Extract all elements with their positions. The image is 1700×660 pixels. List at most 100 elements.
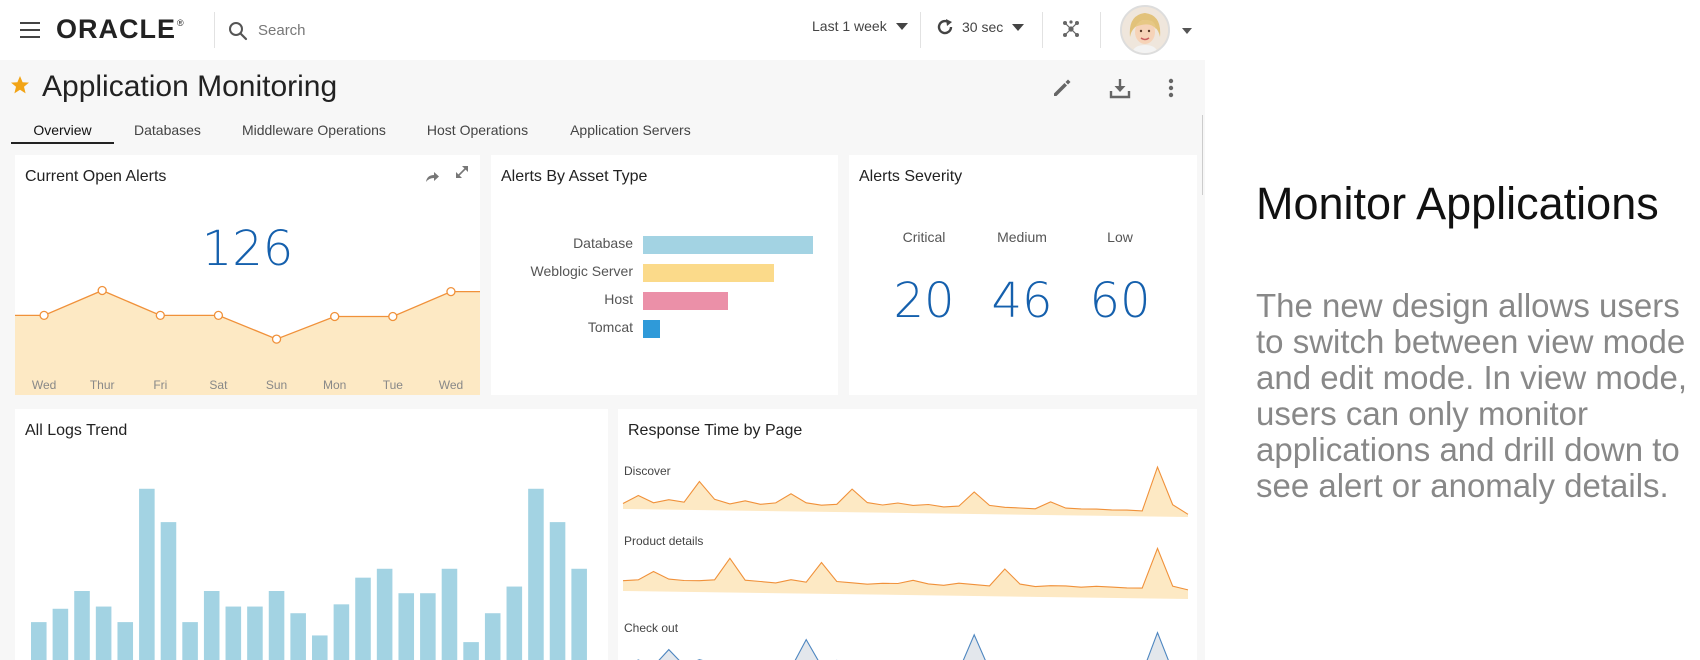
log-bar bbox=[333, 604, 350, 660]
log-bar bbox=[355, 577, 371, 660]
severity-label-medium: Medium bbox=[997, 229, 1047, 245]
expand-icon[interactable] bbox=[453, 163, 471, 181]
card-current-open-alerts[interactable]: Current Open Alerts 126 Wed Thur Fri Sat Sun… bbox=[15, 155, 480, 395]
search-icon bbox=[229, 22, 248, 41]
share-icon[interactable] bbox=[423, 168, 441, 186]
series-label-product-details: Product details bbox=[624, 534, 704, 548]
side-title: Monitor Applications bbox=[1256, 178, 1659, 229]
severity-value-critical: 20 bbox=[893, 273, 955, 329]
divider bbox=[920, 12, 921, 48]
dashboard-panel: ORACLE® Last 1 week 30 sec bbox=[0, 0, 1205, 660]
severity-label-low: Low bbox=[1107, 229, 1133, 245]
data-point bbox=[388, 311, 398, 322]
tab-host-operations[interactable]: Host Operations bbox=[426, 122, 529, 138]
chevron-down-icon bbox=[1012, 23, 1025, 31]
network-icon[interactable] bbox=[1061, 19, 1081, 39]
x-tick-label: Tue bbox=[383, 378, 404, 392]
card-response-time-by-page[interactable]: Response Time by Page Discover Product d… bbox=[618, 409, 1197, 660]
data-point bbox=[97, 285, 107, 296]
series-area bbox=[638, 632, 1169, 660]
log-bar bbox=[139, 488, 155, 660]
data-point bbox=[330, 311, 340, 322]
series-line bbox=[622, 465, 1189, 515]
tab-overview[interactable]: Overview bbox=[11, 118, 114, 144]
log-bar bbox=[117, 622, 134, 660]
refresh-interval-label: 30 sec bbox=[962, 19, 1004, 35]
area-fill bbox=[15, 290, 480, 395]
log-bar bbox=[290, 613, 306, 660]
log-bar bbox=[484, 613, 501, 660]
download-icon[interactable] bbox=[1108, 76, 1132, 100]
severity-value-medium: 46 bbox=[991, 273, 1053, 329]
open-alerts-chart: Wed Thur Fri Sat Sun Mon Tue Wed bbox=[15, 285, 480, 395]
log-bar bbox=[247, 606, 263, 660]
x-tick-label: Sat bbox=[209, 378, 228, 392]
card-all-logs-trend[interactable]: All Logs Trend bbox=[15, 409, 608, 660]
log-bar bbox=[52, 608, 69, 660]
divider bbox=[1042, 12, 1043, 48]
asset-label: Database bbox=[573, 235, 633, 251]
series-area bbox=[623, 467, 1188, 517]
scrollbar[interactable] bbox=[1202, 115, 1203, 195]
data-point bbox=[39, 310, 49, 321]
data-point bbox=[446, 286, 456, 297]
series-line bbox=[15, 289, 480, 340]
series-label-discover: Discover bbox=[624, 464, 671, 478]
log-bar bbox=[225, 606, 242, 660]
log-bar bbox=[571, 568, 587, 660]
tab-bar: Overview Databases Middleware Operations… bbox=[11, 118, 691, 144]
log-bar bbox=[549, 522, 566, 660]
asset-label: Weblogic Server bbox=[530, 263, 633, 279]
card-alerts-severity[interactable]: Alerts Severity Critical Medium Low 20 4… bbox=[849, 155, 1197, 395]
search-input[interactable] bbox=[258, 18, 558, 42]
chevron-down-icon[interactable] bbox=[1182, 28, 1192, 34]
series-area bbox=[623, 548, 1188, 599]
edit-icon[interactable] bbox=[1050, 76, 1074, 100]
log-bar bbox=[74, 591, 90, 660]
log-bar bbox=[506, 586, 523, 660]
time-range-label: Last 1 week bbox=[812, 18, 887, 34]
card-title: Alerts By Asset Type bbox=[501, 168, 648, 185]
refresh-interval-select[interactable]: 30 sec bbox=[936, 18, 1025, 36]
tab-application-servers[interactable]: Application Servers bbox=[570, 122, 691, 138]
x-tick-label: Wed bbox=[32, 378, 56, 392]
x-tick-label: Sun bbox=[266, 378, 287, 392]
asset-bar[interactable] bbox=[643, 320, 660, 338]
log-bar bbox=[95, 606, 112, 660]
divider bbox=[1100, 12, 1101, 48]
log-bar bbox=[312, 635, 328, 660]
oracle-logo[interactable]: ORACLE® bbox=[56, 14, 185, 44]
tab-middleware-operations[interactable]: Middleware Operations bbox=[241, 122, 386, 138]
log-bar bbox=[31, 622, 47, 660]
time-range-select[interactable]: Last 1 week bbox=[812, 18, 908, 34]
card-title: All Logs Trend bbox=[25, 422, 128, 439]
log-bar bbox=[441, 568, 458, 660]
series-line bbox=[622, 546, 1189, 591]
card-title: Alerts Severity bbox=[859, 168, 963, 185]
series-label-check-out: Check out bbox=[624, 621, 679, 635]
x-tick-label: Mon bbox=[323, 378, 346, 392]
side-description: The new design allows users to switch be… bbox=[1256, 287, 1688, 504]
menu-icon[interactable] bbox=[20, 22, 40, 38]
card-alerts-by-asset-type[interactable]: Alerts By Asset Type Database Weblogic Se… bbox=[491, 155, 838, 395]
log-bar bbox=[398, 593, 415, 660]
asset-bar[interactable] bbox=[643, 264, 774, 282]
series-line bbox=[636, 631, 1169, 660]
asset-bar[interactable] bbox=[643, 236, 813, 254]
more-icon[interactable] bbox=[1159, 76, 1183, 100]
tab-databases[interactable]: Databases bbox=[134, 122, 201, 138]
log-bar bbox=[463, 642, 479, 660]
refresh-icon bbox=[937, 19, 953, 35]
log-bar bbox=[160, 522, 177, 660]
card-title: Current Open Alerts bbox=[25, 168, 167, 185]
asset-bar[interactable] bbox=[643, 292, 728, 310]
avatar[interactable] bbox=[1120, 5, 1170, 55]
log-bar bbox=[268, 591, 285, 660]
star-icon[interactable] bbox=[10, 75, 30, 95]
chevron-down-icon bbox=[895, 22, 908, 30]
top-bar: ORACLE® Last 1 week 30 sec bbox=[0, 0, 1205, 60]
user-photo bbox=[1122, 7, 1168, 53]
data-point bbox=[213, 310, 224, 321]
card-title: Response Time by Page bbox=[628, 422, 803, 439]
divider bbox=[214, 12, 215, 48]
